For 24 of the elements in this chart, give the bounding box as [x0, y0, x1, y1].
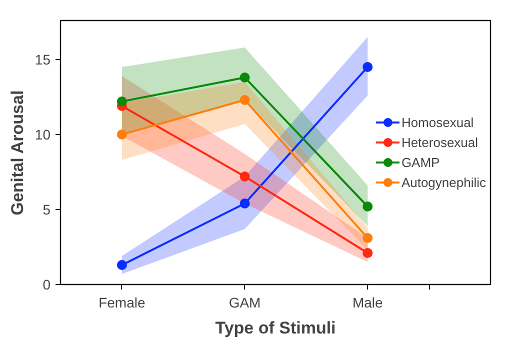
- point: [362, 62, 373, 72]
- y-tick-label: 10: [34, 126, 51, 142]
- y-tick-label: 15: [34, 52, 51, 68]
- point: [240, 172, 250, 182]
- x-tick-label: Female: [98, 294, 146, 310]
- x-tick-label: GAM: [228, 294, 261, 310]
- x-tick-label: Male: [352, 294, 384, 310]
- point: [240, 72, 250, 82]
- x-axis-title: Type of Stimuli: [215, 318, 336, 338]
- point: [362, 248, 373, 258]
- point: [240, 95, 250, 105]
- point: [116, 130, 127, 140]
- y-tick-label: 0: [42, 276, 51, 292]
- legend-label: Homosexual: [401, 114, 474, 130]
- legend-label: Autogynephilic: [401, 174, 486, 190]
- point: [116, 96, 127, 106]
- point: [116, 260, 127, 270]
- legend-label: Heterosexual: [401, 134, 478, 150]
- point: [362, 202, 373, 212]
- point: [240, 198, 250, 208]
- y-axis-title: Genital Arousal: [8, 90, 27, 216]
- y-tick-label: 5: [42, 202, 51, 218]
- legend-label: GAMP: [401, 154, 440, 170]
- point: [362, 233, 373, 243]
